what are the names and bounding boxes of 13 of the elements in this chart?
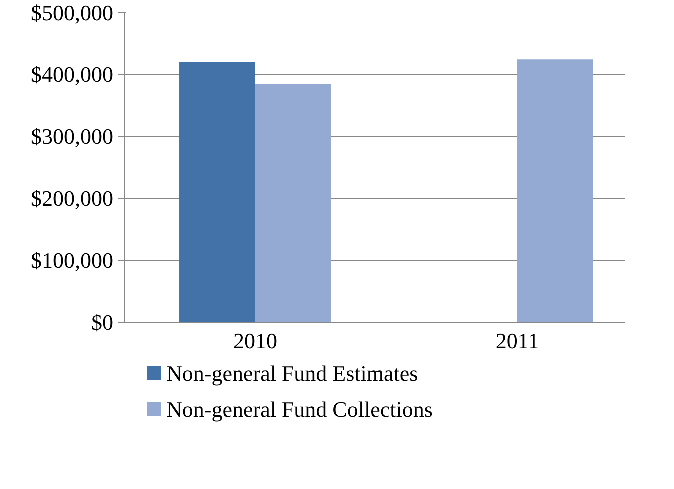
bar bbox=[180, 62, 256, 322]
bar bbox=[518, 60, 594, 322]
x-tick-label: 2010 bbox=[234, 328, 278, 354]
y-tick-label: $400,000 bbox=[31, 62, 114, 87]
y-tick-label: $200,000 bbox=[31, 186, 114, 211]
legend-label: Non-general Fund Collections bbox=[166, 397, 433, 422]
legend-label: Non-general Fund Estimates bbox=[166, 361, 418, 386]
y-tick-label: $0 bbox=[92, 310, 114, 335]
y-tick-label: $100,000 bbox=[31, 248, 114, 273]
x-tick-label: 2011 bbox=[496, 328, 540, 354]
y-tick-label: $300,000 bbox=[31, 124, 114, 149]
y-tick-label: $500,000 bbox=[31, 0, 114, 26]
bar bbox=[256, 84, 332, 322]
